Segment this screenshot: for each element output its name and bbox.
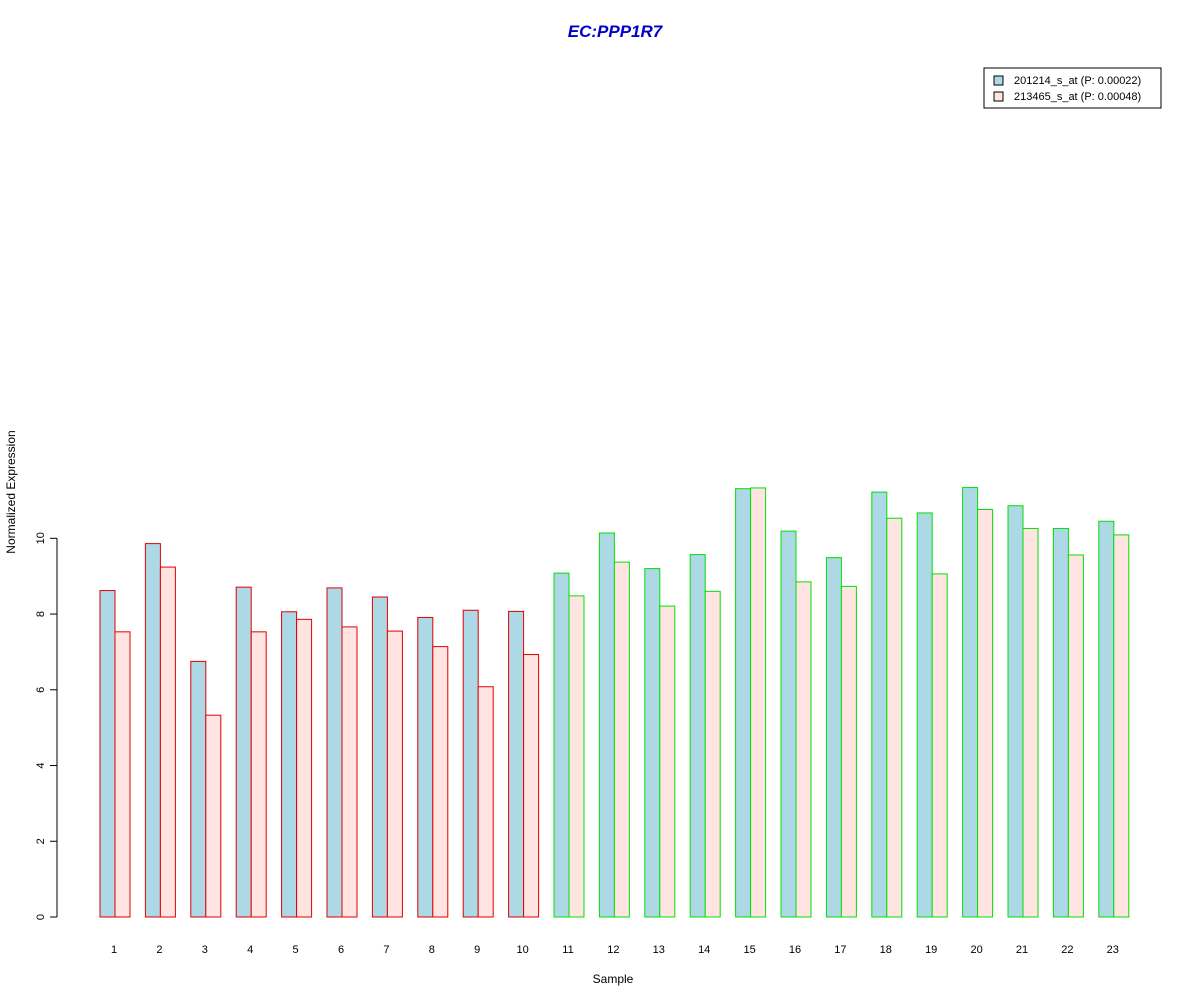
x-tick-label: 18 <box>880 944 892 956</box>
bar-series-2-sample-2 <box>159 566 176 918</box>
bars-group <box>99 487 1130 918</box>
bar-series-1-sample-22 <box>1052 527 1069 918</box>
legend-swatch-series-1 <box>993 75 1004 86</box>
x-tick-label: 4 <box>247 944 253 956</box>
x-tick-label: 19 <box>925 944 937 956</box>
x-axis-label: Sample <box>593 972 634 986</box>
bar-series-1-sample-19 <box>916 512 933 918</box>
x-tick-label: 23 <box>1107 944 1119 956</box>
y-tick-label: 2 <box>35 838 47 844</box>
bar-series-1-sample-13 <box>644 568 661 918</box>
bar-series-1-sample-10 <box>508 610 525 918</box>
x-tick-label: 10 <box>516 944 528 956</box>
legend-label-series-2: 213465_s_at (P: 0.00048) <box>1014 91 1141 103</box>
bar-series-2-sample-16 <box>795 581 812 918</box>
bar-series-2-sample-9 <box>477 686 494 918</box>
bar-series-2-sample-17 <box>840 585 857 918</box>
bar-series-2-sample-20 <box>977 509 994 918</box>
bar-series-2-sample-4 <box>250 631 267 918</box>
bar-series-2-sample-10 <box>523 654 540 918</box>
bar-series-2-sample-6 <box>341 626 358 918</box>
bar-series-1-sample-21 <box>1007 505 1024 918</box>
y-tick-label: 4 <box>35 762 47 768</box>
bar-series-1-sample-6 <box>326 587 343 918</box>
x-tick-label: 11 <box>562 944 573 956</box>
x-tick-label: 5 <box>293 944 299 956</box>
bar-series-1-sample-16 <box>780 530 797 918</box>
x-tick-label: 7 <box>383 944 389 956</box>
x-tick-label: 15 <box>743 944 755 956</box>
x-tick-label: 21 <box>1016 944 1028 956</box>
bar-series-1-sample-2 <box>144 543 161 918</box>
x-tick-label: 13 <box>653 944 665 956</box>
bar-series-1-sample-9 <box>462 609 479 918</box>
bar-series-2-sample-5 <box>296 618 313 918</box>
bar-series-2-sample-14 <box>704 590 721 918</box>
bar-series-1-sample-23 <box>1098 520 1115 918</box>
bar-series-1-sample-1 <box>99 590 116 918</box>
x-tick-label: 6 <box>338 944 344 956</box>
x-tick-label: 3 <box>202 944 208 956</box>
bar-series-2-sample-21 <box>1022 527 1039 918</box>
x-tick-label: 20 <box>970 944 982 956</box>
y-tick-label: 6 <box>35 687 47 693</box>
y-tick-label: 8 <box>35 611 47 617</box>
bar-series-2-sample-7 <box>386 630 403 918</box>
bar-series-1-sample-3 <box>190 660 207 918</box>
x-tick-label: 14 <box>698 944 710 956</box>
x-tick-label: 16 <box>789 944 801 956</box>
bar-series-1-sample-20 <box>962 487 979 918</box>
bar-series-2-sample-15 <box>750 487 767 918</box>
bar-series-2-sample-3 <box>205 714 222 918</box>
bar-series-1-sample-5 <box>281 611 298 918</box>
legend-box <box>983 67 1162 109</box>
bar-series-1-sample-18 <box>871 491 888 918</box>
x-tick-label: 9 <box>474 944 480 956</box>
y-axis-label: Normalized Expression <box>4 430 18 553</box>
bar-series-2-sample-1 <box>114 631 131 918</box>
bar-series-1-sample-8 <box>417 616 434 918</box>
y-axis: 0 2 4 6 8 10 <box>35 532 58 920</box>
x-tick-labels: 1 2 3 4 5 6 7 8 9 10 11 12 13 14 15 16 17 18 19 20 21 22 23 <box>111 944 1119 956</box>
bar-series-2-sample-11 <box>568 595 585 918</box>
x-tick-label: 22 <box>1061 944 1073 956</box>
bar-series-2-sample-22 <box>1067 554 1084 918</box>
bar-series-2-sample-13 <box>659 605 676 918</box>
x-tick-label: 1 <box>111 944 117 956</box>
legend: 201214_s_at (P: 0.00022) 213465_s_at (P: … <box>983 67 1162 109</box>
chart-title: EC:PPP1R7 <box>568 22 664 41</box>
bar-series-1-sample-14 <box>689 554 706 918</box>
bar-series-2-sample-23 <box>1113 534 1130 918</box>
bar-series-2-sample-18 <box>886 517 903 918</box>
x-tick-label: 12 <box>607 944 619 956</box>
bar-series-1-sample-15 <box>735 488 752 918</box>
y-tick-label: 0 <box>35 914 47 920</box>
legend-swatch-series-2 <box>993 91 1004 102</box>
bar-series-1-sample-12 <box>598 532 615 918</box>
bar-series-1-sample-7 <box>371 596 388 918</box>
bar-series-1-sample-11 <box>553 572 570 918</box>
y-tick-label: 10 <box>35 532 47 544</box>
x-tick-label: 8 <box>429 944 435 956</box>
legend-label-series-1: 201214_s_at (P: 0.00022) <box>1014 75 1141 87</box>
bar-series-1-sample-17 <box>825 557 842 918</box>
bar-series-1-sample-4 <box>235 586 252 918</box>
x-tick-label: 2 <box>156 944 162 956</box>
bar-series-2-sample-8 <box>432 646 449 918</box>
bar-series-2-sample-12 <box>613 561 630 918</box>
x-tick-label: 17 <box>834 944 846 956</box>
bar-series-2-sample-19 <box>931 573 948 918</box>
